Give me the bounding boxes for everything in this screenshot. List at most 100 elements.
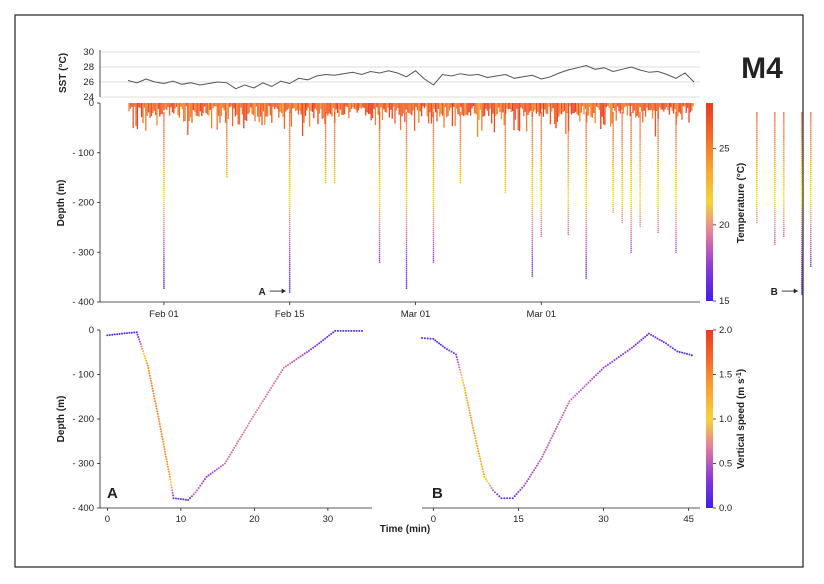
deep-dive-point bbox=[333, 114, 336, 116]
deep-dive-point bbox=[531, 140, 534, 142]
deep-dive-point bbox=[774, 167, 776, 170]
dive-b-point bbox=[628, 348, 631, 351]
dive-b-point bbox=[438, 342, 440, 345]
deep-dive-point bbox=[540, 193, 543, 196]
dive-a-point bbox=[172, 494, 175, 497]
date-x-tick-label: Feb 15 bbox=[275, 309, 305, 320]
deep-dive-point bbox=[612, 185, 614, 188]
deep-dive-point bbox=[774, 171, 776, 174]
deep-dive-point bbox=[612, 169, 614, 172]
deep-dive-point bbox=[585, 267, 587, 269]
dive-a-point bbox=[154, 402, 157, 405]
deep-dive-point bbox=[783, 209, 785, 212]
deep-dive-point bbox=[783, 221, 785, 224]
deep-dive-point bbox=[324, 116, 327, 118]
deep-dive-point bbox=[675, 203, 677, 206]
dive-b-point bbox=[464, 389, 467, 392]
deep-dive-point bbox=[657, 213, 659, 216]
deep-dive-point bbox=[675, 177, 677, 180]
deep-dive-point bbox=[459, 177, 462, 180]
deep-dive-point bbox=[163, 261, 165, 264]
deep-dive-point bbox=[567, 189, 570, 192]
dive-b-points bbox=[421, 332, 693, 500]
deep-dive-point bbox=[432, 189, 435, 192]
deep-dive-point bbox=[540, 175, 543, 178]
dive-a-point bbox=[146, 362, 148, 365]
deep-dive-point bbox=[774, 145, 776, 148]
deep-dive-point bbox=[540, 167, 543, 170]
dive-a-x-tick-label: 30 bbox=[323, 514, 334, 525]
dive-b-point bbox=[462, 381, 465, 384]
deep-dive-point bbox=[657, 195, 659, 198]
deep-dive-point bbox=[675, 130, 677, 132]
deep-dive bbox=[774, 112, 776, 246]
depth-timeseries-panel: 0- 100- 200- 300- 400 Feb 01 Feb 15 Mar 01… bbox=[56, 98, 812, 320]
deep-dive-point bbox=[783, 136, 785, 138]
deep-dive-point bbox=[585, 195, 587, 198]
deep-dive-point bbox=[163, 151, 165, 154]
deep-dive-point bbox=[756, 140, 758, 142]
deep-dive-point bbox=[163, 247, 165, 250]
deep-dive-point bbox=[531, 151, 534, 154]
deep-dive-point bbox=[163, 120, 165, 122]
deep-dive-point bbox=[621, 207, 623, 210]
deep-dive-point bbox=[756, 165, 758, 168]
deep-dive-point bbox=[459, 163, 462, 166]
dive-a-point bbox=[143, 355, 146, 358]
deep-dive-point bbox=[630, 177, 632, 180]
dive-b-point bbox=[530, 473, 533, 476]
deep-dive-point bbox=[585, 183, 587, 186]
dive-a-point bbox=[274, 380, 277, 383]
deep-dive-point bbox=[657, 161, 659, 164]
deep-dive-point bbox=[378, 215, 381, 218]
dive-b-point bbox=[562, 411, 565, 414]
deep-dive-point bbox=[756, 151, 758, 154]
deep-dive-point bbox=[459, 171, 462, 174]
deep-dive-point bbox=[675, 219, 677, 222]
deep-dive-point bbox=[612, 197, 614, 200]
deep-dive-point bbox=[226, 114, 228, 116]
deep-dive-point bbox=[405, 122, 408, 124]
deep-dive-point bbox=[333, 165, 336, 168]
deep-dive-point bbox=[459, 149, 462, 152]
deep-dive-point bbox=[774, 207, 776, 210]
deep-dive-point bbox=[163, 177, 165, 180]
deep-dive-point bbox=[675, 169, 677, 172]
deep-dive-point bbox=[675, 120, 677, 122]
deep-dive-point bbox=[774, 128, 776, 130]
deep-dive-point bbox=[432, 253, 435, 256]
deep-dive-point bbox=[621, 140, 623, 142]
dive-a-point bbox=[353, 329, 355, 332]
dive-a-y-tick-label: - 200 bbox=[72, 414, 94, 425]
dive-b-point bbox=[642, 337, 645, 340]
deep-dive-point bbox=[163, 219, 165, 222]
deep-dive-point bbox=[163, 161, 165, 164]
deep-dive-point bbox=[378, 225, 381, 228]
dive-a-point bbox=[358, 329, 361, 332]
deep-dive-point bbox=[540, 235, 543, 238]
deep-dive-point bbox=[288, 193, 291, 196]
deep-dive-point bbox=[163, 239, 165, 242]
dive-b-point bbox=[566, 404, 569, 407]
deep-dive-point bbox=[675, 233, 677, 236]
deep-dive-point bbox=[639, 132, 641, 134]
deep-dive-point bbox=[333, 181, 336, 184]
deep-dive-point bbox=[378, 261, 381, 264]
deep-dive-point bbox=[405, 138, 408, 140]
deep-dive-point bbox=[657, 149, 659, 152]
deep-dive-point bbox=[405, 145, 408, 148]
deep-dive-point bbox=[630, 171, 632, 174]
deep-dive-point bbox=[639, 209, 641, 212]
deep-dive-point bbox=[675, 143, 677, 146]
deep-dive-point bbox=[163, 191, 165, 194]
deep-dive-point bbox=[432, 165, 435, 168]
deep-dive-point bbox=[378, 197, 381, 200]
deep-dive-point bbox=[585, 255, 587, 258]
deep-dive-point bbox=[432, 153, 435, 156]
deep-dive-point bbox=[774, 221, 776, 224]
deep-dive-point bbox=[612, 142, 614, 144]
dive-b-point bbox=[638, 340, 641, 343]
deep-dive-point bbox=[801, 122, 803, 124]
dive-b-point bbox=[560, 416, 563, 419]
dive-a-point bbox=[128, 331, 131, 334]
